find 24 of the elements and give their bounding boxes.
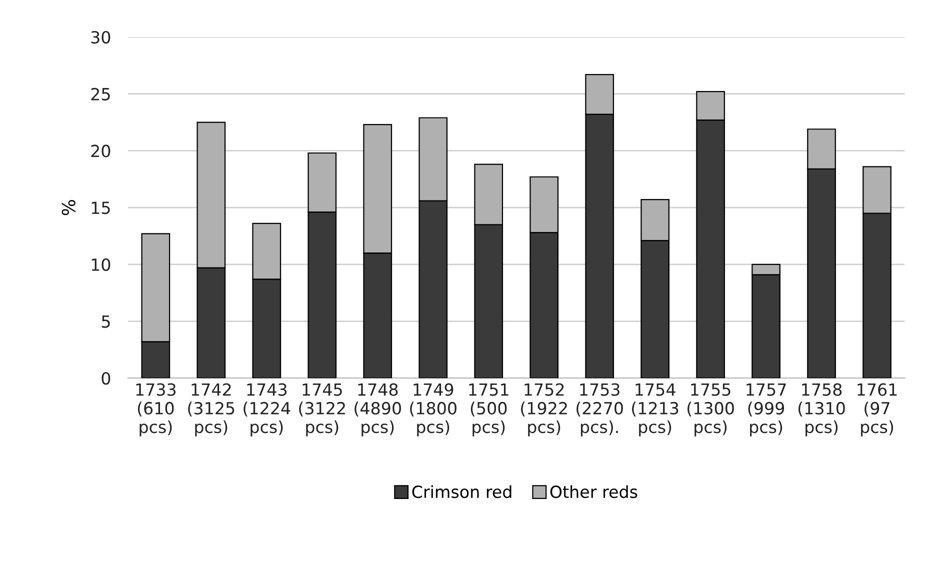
x-tick-label: 1755 (1300 pcs) (688, 383, 734, 436)
y-tick-label: 15 (92, 202, 110, 214)
x-tick-label: 1751 (500 pcs) (469, 383, 508, 436)
x-tick-label: 1757 (999 pcs) (746, 383, 786, 436)
x-tick-label: 1749 (1800 pcs) (410, 383, 456, 436)
x-tick-label: 1743 (1224 pcs) (244, 383, 290, 436)
x-tick-label: 1748 (4890 pcs) (354, 383, 401, 436)
x-tick-label: 1761 (97 pcs) (858, 383, 897, 436)
x-tick-label: 1753 (2270 pcs). (576, 383, 623, 436)
legend-label: Other reds (550, 485, 638, 498)
y-tick-label: 25 (91, 88, 110, 100)
y-tick-label: 30 (91, 30, 110, 44)
y-tick-label: 20 (91, 144, 110, 158)
legend-label: Crimson red (412, 485, 512, 498)
y-tick-label: 5 (102, 315, 110, 328)
x-tick-label: 1742 (3125 pcs) (188, 383, 234, 436)
x-tick-label: 1754 (1213 pcs) (632, 383, 678, 436)
y-tick-label: 0 (102, 372, 110, 385)
y-axis-title: % (62, 200, 76, 216)
x-tick-label: 1733 (610 pcs) (136, 383, 176, 436)
x-tick-label: 1745 (3122 pcs) (299, 383, 345, 436)
y-tick-label: 10 (92, 258, 110, 271)
x-tick-label: 1758 (1310 pcs) (798, 383, 845, 436)
x-tick-label: 1752 (1922 pcs) (521, 383, 567, 436)
